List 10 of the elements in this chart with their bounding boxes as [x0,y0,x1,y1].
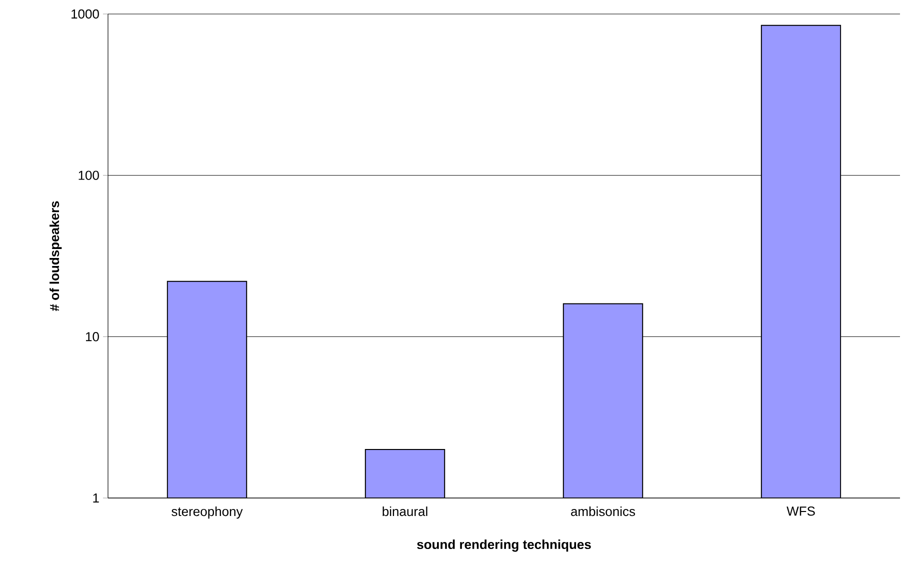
y-axis-title: # of loudspeakers [50,201,62,312]
y-tick-label: 100 [78,170,99,180]
y-tick-label: 1000 [72,9,99,19]
x-axis-title: sound rendering techniques [417,540,591,552]
x-tick-label: WFS [786,506,815,516]
y-tick-label: 10 [86,332,99,342]
x-tick-label: ambisonics [571,506,636,516]
x-tick-label: stereophony [172,506,243,519]
y-tick-label: 1 [93,494,99,502]
x-tick-label: binaural [382,506,428,516]
